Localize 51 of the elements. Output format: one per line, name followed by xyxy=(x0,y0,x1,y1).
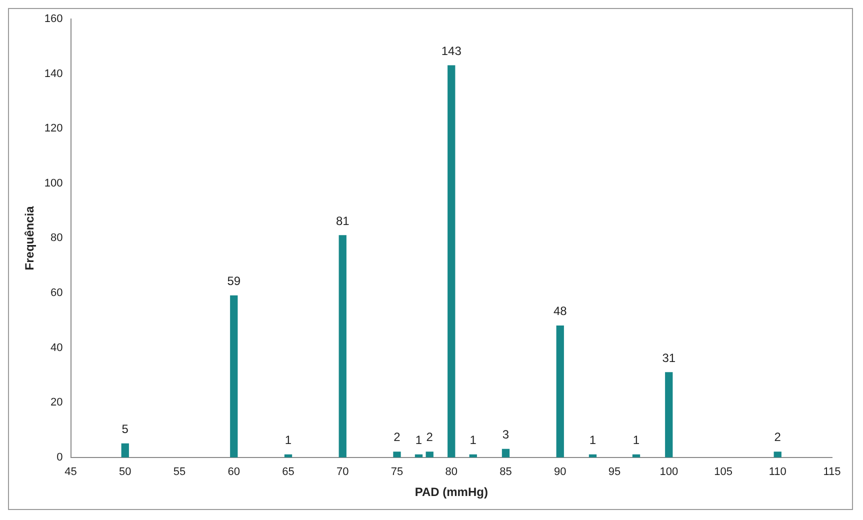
data-label: 31 xyxy=(662,350,676,365)
bar xyxy=(502,448,510,458)
bar xyxy=(665,372,673,458)
x-tick-label: 80 xyxy=(445,466,458,478)
y-tick-label: 100 xyxy=(44,177,63,190)
x-tick-label: 100 xyxy=(660,466,678,478)
x-tick-label: 55 xyxy=(173,466,186,478)
y-tick-label: 140 xyxy=(44,68,63,80)
data-label: 48 xyxy=(553,304,568,318)
x-tick-label: 75 xyxy=(390,466,404,478)
bar xyxy=(230,295,238,458)
x-tick-label: 50 xyxy=(119,466,132,478)
y-tick-label: 20 xyxy=(50,396,63,409)
bar xyxy=(393,452,401,458)
bar xyxy=(556,326,564,458)
bar xyxy=(338,235,346,458)
data-label: 1 xyxy=(470,432,477,447)
data-label: 59 xyxy=(227,274,241,288)
bar xyxy=(426,452,434,458)
x-tick-label: 85 xyxy=(500,466,512,478)
data-label: 1 xyxy=(589,432,596,447)
data-label: 5 xyxy=(122,422,129,436)
data-label: 1 xyxy=(632,432,640,447)
x-tick-label: 115 xyxy=(823,466,841,478)
y-tick-label: 40 xyxy=(50,342,63,354)
data-label: 3 xyxy=(502,427,510,442)
x-tick-label: 45 xyxy=(64,466,77,478)
x-tick-label: 95 xyxy=(608,466,621,478)
y-tick-label: 80 xyxy=(50,232,63,244)
data-label: 1 xyxy=(284,432,292,447)
x-axis-title: PAD (mmHg) xyxy=(414,485,488,500)
bar xyxy=(448,65,456,458)
y-tick-label: 120 xyxy=(44,122,63,135)
y-tick-label: 160 xyxy=(44,13,63,26)
data-label: 2 xyxy=(426,430,434,444)
y-axis-title: Frequência xyxy=(22,206,37,270)
data-label: 1 xyxy=(415,432,422,447)
y-tick-label: 0 xyxy=(56,451,63,464)
y-tick-label: 60 xyxy=(50,287,63,300)
x-tick-label: 105 xyxy=(714,466,732,478)
x-tick-label: 110 xyxy=(768,466,786,478)
bar xyxy=(121,443,129,458)
x-tick-label: 70 xyxy=(336,466,349,478)
x-tick-label: 90 xyxy=(554,466,566,478)
bar xyxy=(774,452,782,458)
data-label: 143 xyxy=(441,44,462,58)
x-tick-label: 60 xyxy=(228,466,240,478)
data-label: 2 xyxy=(394,430,401,444)
data-label: 81 xyxy=(336,214,350,228)
x-tick-label: 65 xyxy=(282,466,294,478)
data-label: 2 xyxy=(774,430,782,444)
